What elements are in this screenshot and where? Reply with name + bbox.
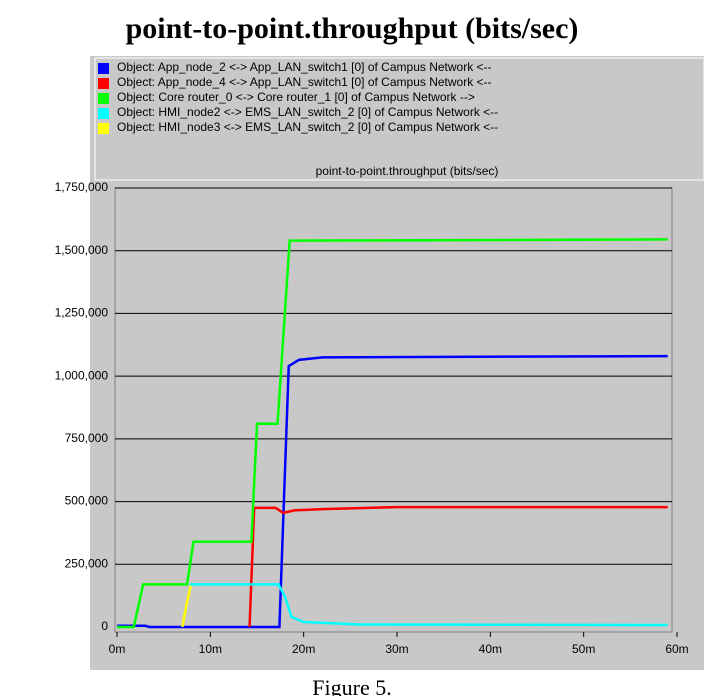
caption: Figure 5. [312,675,391,696]
y-tick-label: 1,000,000 [55,368,109,382]
legend-label: Object: HMI_node2 <-> EMS_LAN_switch_2 [… [117,105,498,119]
x-tick-label: 20m [292,642,315,656]
legend-label: Object: HMI_node3 <-> EMS_LAN_switch_2 [… [117,120,498,134]
x-tick-label: 10m [199,642,222,656]
legend-swatch [98,93,109,104]
legend-swatch [98,123,109,134]
y-tick-label: 1,750,000 [55,180,109,194]
legend-box [94,57,704,181]
y-tick-label: 1,500,000 [55,243,109,257]
legend-swatch [98,63,109,74]
series-line [248,505,668,628]
chart-subtitle: point-to-point.throughput (bits/sec) [316,164,499,178]
series-line [117,238,668,629]
legend-label: Object: App_node_4 <-> App_LAN_switch1 [… [117,75,492,89]
plot-area [114,187,673,633]
y-tick-label: 1,250,000 [55,306,109,320]
x-tick-label: 40m [479,642,502,656]
series-line [117,354,668,629]
series-line [181,585,192,628]
x-tick-label: 30m [385,642,408,656]
x-tick-label: 0m [109,642,126,656]
y-tick-label: 750,000 [65,431,109,445]
x-tick-label: 50m [572,642,595,656]
y-tick-label: 0 [101,619,108,633]
legend-swatch [98,108,109,119]
legend-label: Object: App_node_2 <-> App_LAN_switch1 [… [117,60,492,74]
y-tick-label: 500,000 [65,494,109,508]
x-tick-label: 60m [665,642,688,656]
legend-label: Object: Core router_0 <-> Core router_1 … [117,90,475,104]
series-line [189,583,668,627]
legend-swatch [98,78,109,89]
chart-title: point-to-point.throughput (bits/sec) [126,12,579,45]
y-tick-label: 250,000 [65,556,109,570]
